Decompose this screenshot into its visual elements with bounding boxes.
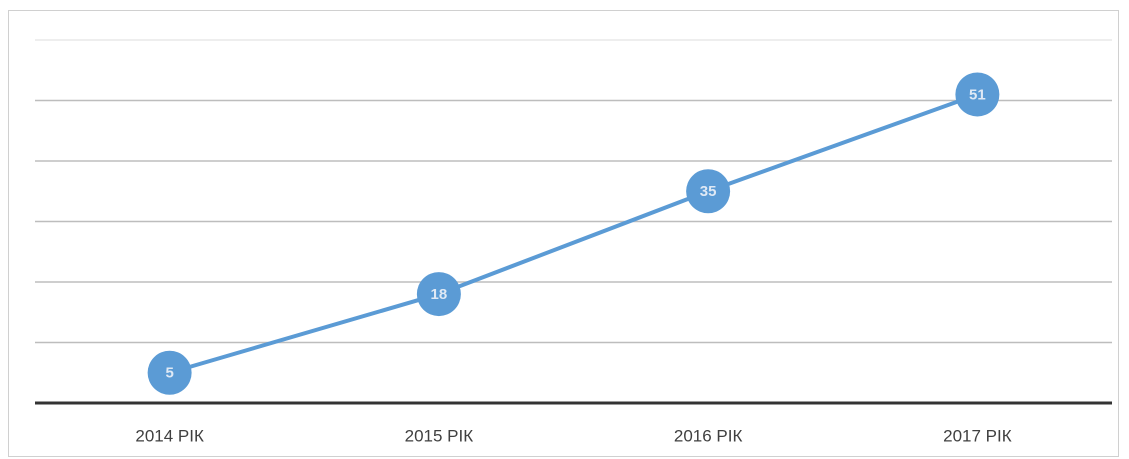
x-tick-label: 2017 РІК	[943, 426, 1012, 445]
x-tick-label: 2014 РІК	[135, 426, 204, 445]
x-tick-label: 2016 РІК	[674, 426, 743, 445]
x-tick-label: 2015 РІК	[405, 426, 474, 445]
data-point	[147, 350, 192, 395]
data-point	[955, 72, 1000, 117]
data-label: 5	[165, 365, 173, 382]
data-label: 18	[431, 286, 448, 303]
data-line	[169, 92, 979, 375]
data-label: 35	[700, 183, 717, 200]
chart-frame	[8, 10, 1119, 457]
data-point	[416, 272, 461, 317]
data-point	[686, 169, 731, 214]
data-label: 51	[969, 86, 986, 103]
